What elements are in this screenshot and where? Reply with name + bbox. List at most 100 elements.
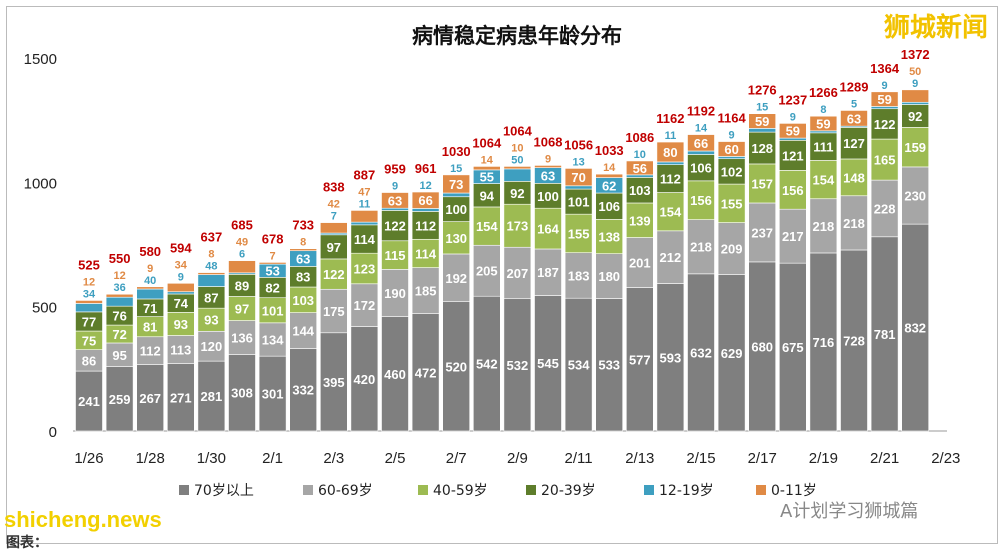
data-label: 93	[204, 313, 218, 328]
data-label: 94	[480, 188, 495, 203]
bar-segment	[381, 192, 409, 209]
data-label: 241	[78, 394, 100, 409]
data-label: 121	[782, 148, 804, 163]
legend-label: 12-19岁	[659, 483, 714, 499]
bar-segment	[564, 252, 593, 299]
bar-segment	[442, 301, 471, 432]
data-label: 395	[323, 375, 345, 390]
bar-segment	[75, 370, 103, 432]
bar-segment	[564, 213, 593, 254]
bar-segment	[625, 237, 654, 288]
data-label: 209	[721, 242, 743, 257]
data-label: 144	[292, 324, 314, 339]
data-label: 154	[660, 205, 682, 220]
data-label: 122	[874, 117, 896, 132]
data-label: 60	[724, 142, 738, 157]
data-label: 12	[83, 276, 95, 288]
data-label: 55	[480, 170, 494, 185]
bar-segment	[901, 101, 930, 105]
bar-segment	[625, 202, 654, 238]
data-label: 155	[568, 226, 590, 241]
data-label: 10	[634, 149, 646, 161]
data-label: 102	[721, 164, 743, 179]
bar-segment	[748, 163, 777, 204]
bar-segment	[687, 154, 715, 182]
total-label: 637	[201, 230, 223, 245]
bar-segment	[319, 332, 348, 432]
x-tick-label: 1/26	[74, 450, 103, 467]
data-label: 8	[300, 237, 306, 249]
x-tick-label: 2/19	[809, 450, 838, 467]
data-label: 71	[143, 301, 157, 316]
data-label: 201	[629, 256, 651, 271]
data-label: 190	[384, 286, 406, 301]
data-label: 72	[112, 327, 126, 342]
total-label: 733	[292, 218, 314, 233]
legend-swatch	[179, 485, 189, 495]
bar-segment	[228, 354, 256, 432]
bar-segment	[381, 316, 409, 432]
data-label: 680	[751, 339, 773, 354]
data-label: 59	[877, 92, 891, 107]
total-label: 887	[354, 167, 376, 182]
total-label: 678	[262, 231, 284, 246]
wechat-watermark: A计划学习狮城篇	[780, 501, 919, 522]
data-label: 11	[359, 198, 371, 210]
data-label: 100	[537, 189, 559, 204]
data-label: 11	[665, 130, 677, 142]
bar-segment	[105, 366, 134, 432]
data-label: 545	[537, 356, 559, 371]
data-label: 134	[262, 332, 284, 347]
data-label: 154	[476, 219, 498, 234]
bar-segment	[228, 320, 256, 355]
data-label: 77	[82, 314, 96, 329]
bar-segment	[472, 244, 501, 297]
total-label: 685	[231, 218, 253, 233]
bar-segment	[319, 258, 348, 290]
bar-segment	[105, 293, 134, 298]
bar-segment	[319, 234, 348, 260]
data-label: 92	[510, 186, 524, 201]
bar-segment	[717, 141, 746, 157]
bar-segment	[136, 364, 164, 432]
bar-segment	[197, 274, 226, 287]
data-label: 89	[235, 278, 249, 293]
data-label: 218	[690, 240, 712, 255]
data-label: 218	[813, 219, 835, 234]
data-label: 9	[392, 181, 398, 193]
bar-segment	[656, 230, 685, 284]
bar-segment	[258, 262, 287, 265]
bar-segment	[197, 272, 226, 275]
total-label: 1192	[687, 104, 715, 119]
data-label: 8	[208, 249, 214, 261]
data-label: 308	[231, 386, 253, 401]
bar-segment	[656, 192, 685, 232]
total-label: 838	[323, 180, 345, 195]
bar-segment	[778, 170, 807, 210]
data-label: 13	[572, 156, 584, 168]
bar-segment	[350, 210, 379, 223]
bar-segment	[809, 115, 838, 132]
data-label: 10	[511, 142, 523, 154]
bar-segment	[687, 219, 715, 275]
bar-segment	[411, 191, 440, 209]
bar-segment	[595, 219, 624, 255]
bar-segment	[778, 123, 807, 139]
data-label: 14	[481, 154, 494, 166]
data-label: 175	[323, 304, 345, 319]
data-label: 56	[633, 161, 647, 176]
data-label: 114	[354, 232, 376, 247]
data-label: 103	[629, 183, 651, 198]
data-label: 12	[419, 180, 431, 192]
data-label: 159	[904, 140, 926, 155]
data-label: 115	[385, 248, 406, 263]
data-label: 154	[813, 173, 835, 188]
bar-segment	[258, 297, 287, 324]
bar-segment	[534, 183, 562, 209]
legend-label: 40-59岁	[433, 483, 488, 499]
data-label: 228	[874, 201, 896, 216]
data-label: 82	[265, 281, 279, 296]
legend-label: 60-69岁	[318, 483, 373, 499]
data-label: 138	[598, 230, 620, 245]
data-label: 63	[296, 252, 310, 267]
